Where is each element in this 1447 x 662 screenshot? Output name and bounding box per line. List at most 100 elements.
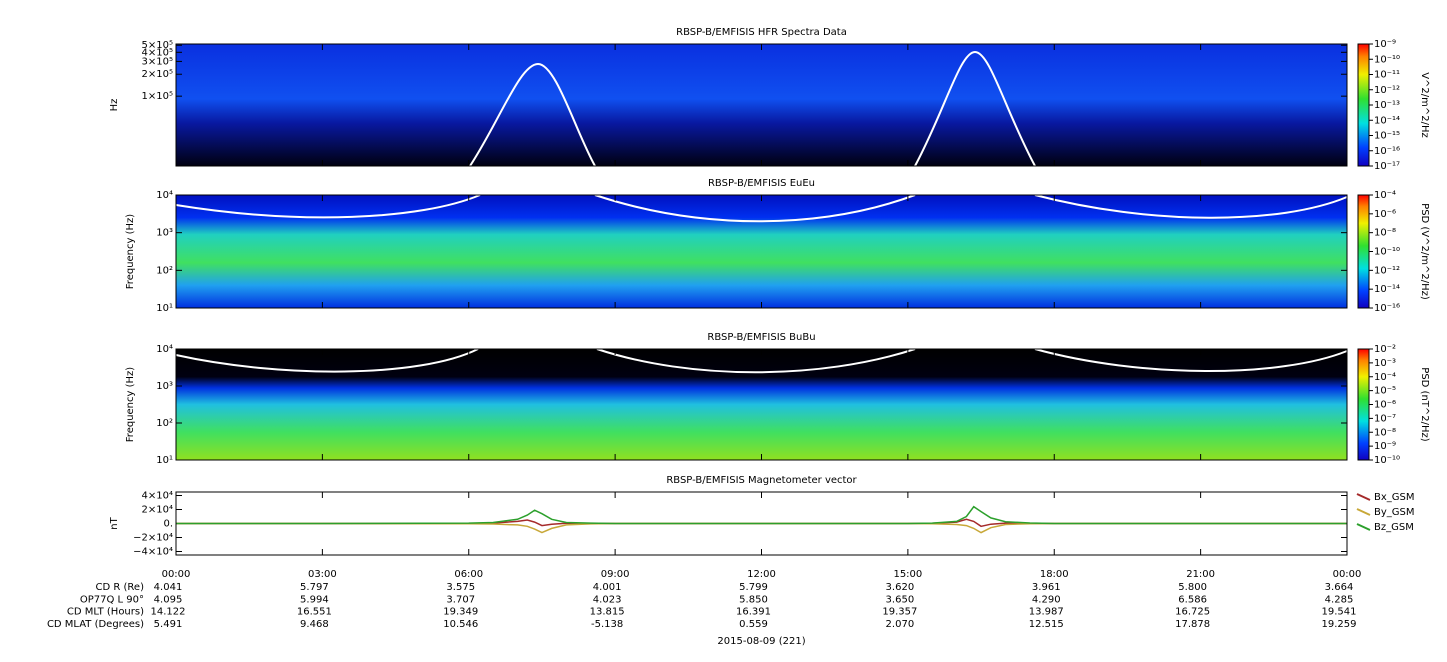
ephemeris-value: 4.041 [154,582,183,593]
ephemeris-value: 3.650 [886,594,915,605]
gyro-curve [175,348,1348,374]
colorbar-title: V^2/m^2/Hz [1419,72,1430,138]
ephemeris-value: 4.290 [1032,594,1061,605]
gyro-curve [914,50,1036,167]
y-tick-label: 4×10⁵ [142,47,173,58]
spectrogram-image [176,44,1347,166]
ephemeris-value: 3.620 [886,582,915,593]
y-tick-label: 10³ [156,228,173,239]
legend-swatch [1356,493,1371,501]
gyro-curve [175,194,1348,223]
colorbar-tick-label: 10⁻⁵ [1374,386,1396,397]
x-tick-label: 09:00 [601,569,630,580]
y-axis-label: Frequency (Hz) [125,367,136,443]
y-tick-label: 3×10⁵ [142,56,173,67]
ephemeris-value: 5.994 [300,594,329,605]
ephemeris-label: OP77Q L 90° [80,594,144,605]
colorbar-tick-label: 10⁻¹³ [1374,100,1400,111]
panel-title: RBSP-B/EMFISIS HFR Spectra Data [676,27,847,38]
data-line [176,522,1347,534]
ephemeris-value: 2.070 [886,619,915,630]
colorbar-tick-label: 10⁻¹² [1374,85,1400,96]
ephemeris-value: 0.559 [739,619,768,630]
y-tick-label: 2×10⁴ [142,505,173,516]
colorbar [1357,348,1370,461]
y-tick-label: 10⁴ [156,344,173,355]
ephemeris-value: 19.259 [1322,619,1357,630]
plot-frame [175,194,1348,309]
ephemeris-value: 10.546 [443,619,478,630]
colorbar-tick-label: 10⁻⁸ [1374,228,1396,239]
colorbar-tick-label: 10⁻¹⁶ [1374,303,1400,314]
panel-title: RBSP-B/EMFISIS BuBu [707,332,815,343]
ephemeris-value: 13.987 [1029,607,1064,618]
y-tick-label: −4×10⁴ [133,547,173,558]
colorbar-tick-label: 10⁻⁹ [1374,441,1396,452]
legend-label: Bz_GSM [1374,522,1414,533]
y-tick-label: 10² [156,265,173,276]
spectrogram-image [176,195,1347,308]
x-tick-label: 00:00 [162,569,191,580]
x-tick-label: 21:00 [1186,569,1215,580]
colorbar-title: PSD (V^2/m^2/Hz) [1419,203,1430,300]
colorbar-tick-label: 10⁻⁹ [1374,39,1396,50]
colorbar-tick-label: 10⁻⁴ [1374,372,1396,383]
gyro-curve [469,62,596,167]
y-tick-label: 10³ [156,381,173,392]
x-tick-label: 03:00 [308,569,337,580]
ephemeris-value: 6.586 [1178,594,1207,605]
ephemeris-value: 5.850 [739,594,768,605]
legend-swatch [1356,508,1371,516]
legend-label: By_GSM [1374,507,1415,518]
y-tick-label: 10⁴ [156,190,173,201]
ephemeris-value: 5.797 [300,582,329,593]
ephemeris-value: 17.878 [1175,619,1210,630]
x-tick-label: 12:00 [747,569,776,580]
colorbar-tick-label: 10⁻¹⁶ [1374,146,1400,157]
colorbar [1357,43,1370,167]
ephemeris-value: 3.707 [446,594,475,605]
ephemeris-value: 19.349 [443,607,478,618]
ephemeris-value: 13.815 [590,607,625,618]
ephemeris-label: CD MLT (Hours) [67,607,144,618]
colorbar-tick-label: 10⁻¹⁰ [1374,455,1400,466]
ephemeris-value: 16.391 [736,607,771,618]
y-tick-label: −2×10⁴ [133,533,173,544]
data-line [176,505,1347,525]
y-tick-label: 10² [156,418,173,429]
ephemeris-label: CD R (Re) [96,582,145,593]
plot-frame [175,491,1348,556]
ephemeris-value: 12.515 [1029,619,1064,630]
colorbar-tick-label: 10⁻¹² [1374,265,1400,276]
x-tick-label: 15:00 [893,569,922,580]
colorbar-tick-label: 10⁻¹⁰ [1374,54,1400,65]
x-tick-label: 06:00 [454,569,483,580]
colorbar-tick-label: 10⁻⁶ [1374,209,1396,220]
colorbar-tick-label: 10⁻⁴ [1374,190,1396,201]
spectrogram-image [176,349,1347,460]
colorbar-tick-label: 10⁻¹⁴ [1374,115,1400,126]
y-axis-label: Frequency (Hz) [125,214,136,290]
colorbar-tick-label: 10⁻¹⁴ [1374,284,1400,295]
ephemeris-value: 9.468 [300,619,329,630]
date-label: 2015-08-09 (221) [717,636,805,647]
x-tick-label: 18:00 [1040,569,1069,580]
colorbar [1357,194,1370,309]
y-tick-label: 0. [163,519,173,530]
ephemeris-value: 16.725 [1175,607,1210,618]
panel-title: RBSP-B/EMFISIS Magnetometer vector [666,475,857,486]
ephemeris-value: 3.575 [446,582,475,593]
colorbar-tick-label: 10⁻¹⁰ [1374,247,1400,258]
plot-frame [175,43,1348,167]
colorbar-tick-label: 10⁻³ [1374,358,1396,369]
ephemeris-value: 5.491 [154,619,183,630]
ephemeris-value: 4.285 [1325,594,1354,605]
colorbar-tick-label: 10⁻⁷ [1374,413,1396,424]
plot-frame [175,348,1348,461]
y-tick-label: 1×10⁵ [142,91,173,102]
y-tick-label: 4×10⁴ [142,491,173,502]
ephemeris-value: 5.799 [739,582,768,593]
ephemeris-value: 4.001 [593,582,622,593]
ephemeris-value: 5.800 [1178,582,1207,593]
